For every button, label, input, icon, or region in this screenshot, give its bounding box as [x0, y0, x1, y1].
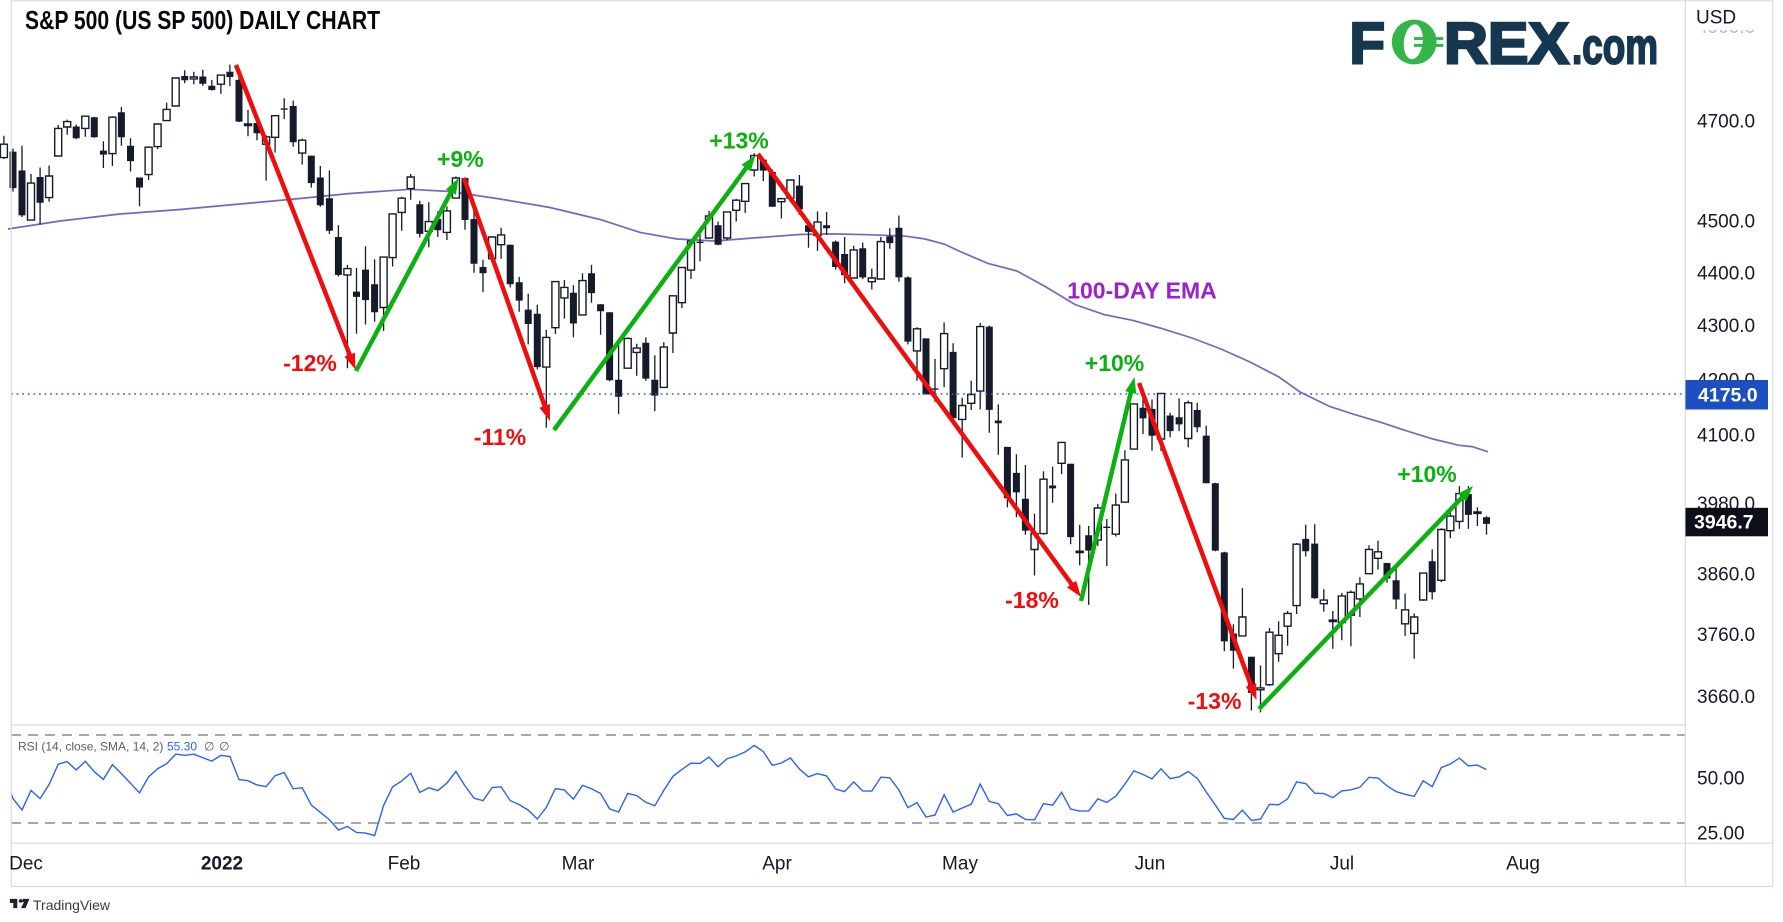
svg-text:RSI (14, close, SMA, 14, 2): RSI (14, close, SMA, 14, 2) [18, 740, 163, 754]
svg-text:4400.0: 4400.0 [1697, 263, 1755, 284]
svg-text:F: F [1350, 12, 1385, 77]
svg-text:S&P 500 (US SP 500) DAILY CHAR: S&P 500 (US SP 500) DAILY CHART [25, 5, 380, 35]
svg-text:25.00: 25.00 [1697, 824, 1745, 845]
svg-text:3946.7: 3946.7 [1694, 512, 1754, 534]
svg-text:4300.0: 4300.0 [1697, 316, 1755, 337]
svg-text:-13%: -13% [1188, 688, 1242, 714]
svg-text:USD: USD [1696, 8, 1736, 29]
svg-text:-18%: -18% [1005, 587, 1059, 613]
svg-text:4900.0: 4900.0 [1697, 17, 1755, 38]
svg-text:4500.0: 4500.0 [1697, 212, 1755, 233]
svg-text:4175.0: 4175.0 [1698, 384, 1758, 406]
svg-text:50.00: 50.00 [1697, 769, 1745, 790]
svg-text:Mar: Mar [562, 854, 595, 875]
svg-text:3760.0: 3760.0 [1697, 625, 1755, 646]
svg-text:+10%: +10% [1085, 350, 1144, 376]
svg-text:+13%: +13% [709, 128, 768, 154]
svg-text:∅: ∅ [204, 740, 214, 754]
svg-text:4100.0: 4100.0 [1697, 426, 1755, 447]
svg-text:TradingView: TradingView [33, 897, 111, 913]
svg-text:3660.0: 3660.0 [1697, 687, 1755, 708]
svg-text:May: May [942, 854, 978, 875]
svg-text:100-DAY EMA: 100-DAY EMA [1067, 278, 1217, 304]
svg-text:3860.0: 3860.0 [1697, 564, 1755, 585]
svg-text:+10%: +10% [1397, 461, 1456, 487]
svg-text:.com: .com [1572, 19, 1658, 75]
svg-text:Dec: Dec [9, 854, 43, 875]
svg-text:Aug: Aug [1506, 854, 1540, 875]
svg-text:-12%: -12% [283, 350, 337, 376]
svg-text:Jun: Jun [1135, 854, 1166, 875]
svg-text:Jul: Jul [1330, 854, 1354, 875]
svg-text:4700.0: 4700.0 [1697, 112, 1755, 133]
svg-text:55.30: 55.30 [167, 740, 197, 754]
svg-text:Apr: Apr [762, 854, 792, 875]
svg-text:2022: 2022 [201, 854, 243, 875]
svg-text:-11%: -11% [474, 424, 526, 450]
svg-text:∅: ∅ [219, 740, 229, 754]
svg-text:+9%: +9% [437, 146, 484, 172]
svg-text:REX: REX [1444, 12, 1569, 77]
svg-text:Feb: Feb [388, 854, 421, 875]
